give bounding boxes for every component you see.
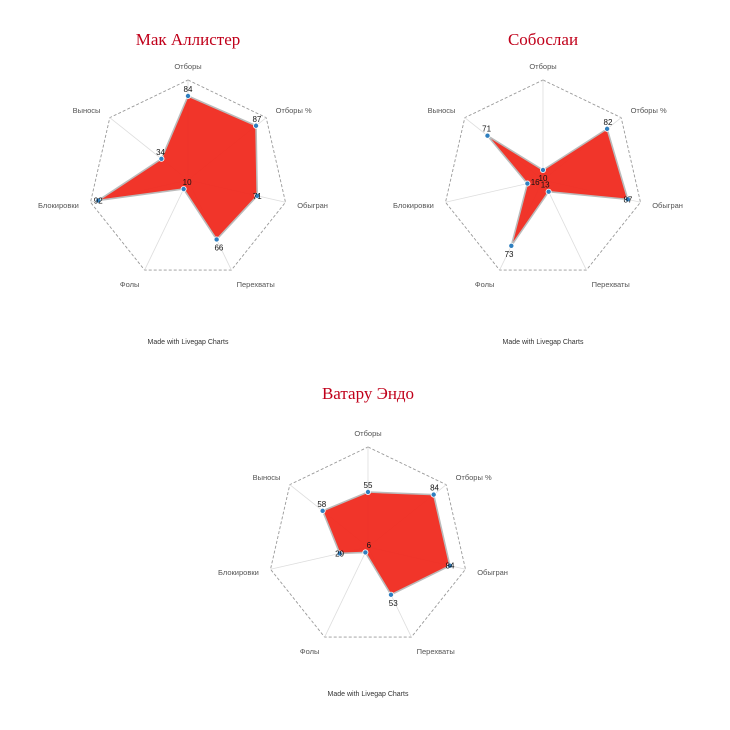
axis-label: Отборы % bbox=[276, 106, 312, 115]
chart-credit: Made with Livegap Charts bbox=[503, 339, 584, 346]
radar-chart-3: Ватару Эндо Отборы Отборы % Обыгран Перехват… bbox=[218, 384, 508, 698]
axis-label: Обыгран bbox=[652, 201, 683, 210]
value-label: 84 bbox=[446, 562, 455, 571]
radar-series-area bbox=[321, 491, 451, 596]
data-point bbox=[540, 166, 547, 173]
axis-label: Блокировки bbox=[218, 568, 259, 577]
radar-chart-1: Мак Аллистер Отборы Отборы % Обыгран Перехва… bbox=[38, 30, 328, 346]
value-label: 66 bbox=[214, 243, 223, 252]
radar-spoke bbox=[542, 179, 587, 271]
data-point bbox=[508, 242, 515, 249]
value-label: 16 bbox=[531, 178, 540, 187]
value-label: 92 bbox=[94, 196, 103, 205]
value-label: 10 bbox=[539, 174, 548, 183]
axis-label: Фолы bbox=[475, 280, 494, 289]
axis-label: Перехваты bbox=[237, 280, 275, 289]
value-label: 87 bbox=[623, 195, 632, 204]
chart-title: Мак Аллистер bbox=[136, 30, 241, 49]
axis-label: Перехваты bbox=[417, 647, 455, 656]
chart-credit: Made with Livegap Charts bbox=[328, 691, 409, 698]
axis-label: Фолы bbox=[120, 280, 139, 289]
radar-spoke bbox=[324, 546, 369, 638]
axis-label: Отборы bbox=[354, 429, 381, 438]
value-label: 10 bbox=[183, 178, 192, 187]
data-point bbox=[624, 196, 631, 203]
axis-label: Обыгран bbox=[297, 201, 328, 210]
data-point bbox=[213, 236, 220, 243]
axis-label: Перехваты bbox=[592, 280, 630, 289]
value-label: 71 bbox=[482, 125, 491, 134]
value-label: 84 bbox=[184, 85, 193, 94]
data-point bbox=[184, 93, 191, 100]
value-label: 84 bbox=[430, 484, 439, 493]
data-point bbox=[336, 550, 343, 557]
radar-series-area bbox=[486, 127, 629, 247]
radar-chart-2: Собослаи Отборы Отборы % Обыгран Перехваты Фо… bbox=[393, 30, 683, 346]
axis-label: Отборы % bbox=[631, 106, 667, 115]
chart-title: Ватару Эндо bbox=[322, 384, 414, 403]
value-label: 73 bbox=[505, 250, 514, 259]
radar-series-area bbox=[97, 94, 259, 241]
axis-label: Отборы % bbox=[456, 473, 492, 482]
value-label: 34 bbox=[156, 148, 165, 157]
data-point bbox=[158, 155, 165, 162]
radar-spoke bbox=[144, 179, 189, 271]
data-point bbox=[446, 562, 453, 569]
data-point bbox=[362, 549, 369, 556]
data-point bbox=[430, 491, 437, 498]
data-point bbox=[484, 132, 491, 139]
data-point bbox=[524, 180, 531, 187]
data-point bbox=[319, 507, 326, 514]
data-point bbox=[254, 192, 261, 199]
axis-label: Обыгран bbox=[477, 568, 508, 577]
data-point bbox=[364, 488, 371, 495]
value-label: 13 bbox=[541, 181, 550, 190]
value-label: 82 bbox=[604, 118, 613, 127]
radar-grid bbox=[270, 446, 466, 638]
data-point bbox=[387, 591, 394, 598]
axis-label: Фолы bbox=[300, 647, 319, 656]
data-point bbox=[95, 197, 102, 204]
value-label: 29 bbox=[335, 549, 344, 558]
axis-label: Выносы bbox=[253, 473, 281, 482]
axis-label: Выносы bbox=[428, 106, 456, 115]
data-point bbox=[604, 125, 611, 132]
chart-title: Собослаи bbox=[508, 30, 578, 49]
axis-label: Отборы bbox=[174, 62, 201, 71]
value-label: 58 bbox=[317, 500, 326, 509]
value-label: 55 bbox=[364, 481, 373, 490]
axis-label: Отборы bbox=[529, 62, 556, 71]
value-label: 87 bbox=[252, 115, 261, 124]
axis-label: Блокировки bbox=[38, 201, 79, 210]
value-label: 53 bbox=[389, 599, 398, 608]
chart-credit: Made with Livegap Charts bbox=[148, 339, 229, 346]
value-label: 71 bbox=[253, 192, 262, 201]
value-label: 6 bbox=[367, 541, 372, 550]
axis-label: Выносы bbox=[73, 106, 101, 115]
radar-grid bbox=[90, 79, 286, 271]
data-point bbox=[545, 188, 552, 195]
data-point bbox=[253, 122, 260, 129]
radar-grid bbox=[445, 79, 641, 271]
data-point bbox=[180, 186, 187, 193]
axis-label: Блокировки bbox=[393, 201, 434, 210]
